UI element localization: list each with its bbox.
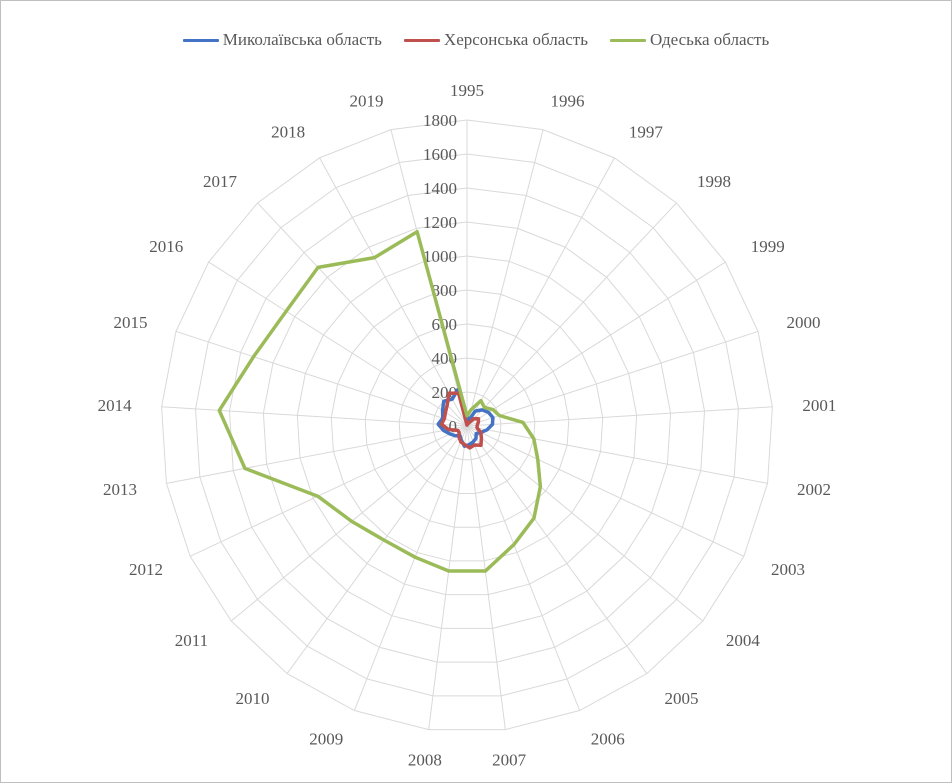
legend-label-mykolaiv: Миколаївська область [222,30,382,49]
legend-swatch-odesa [609,38,646,42]
category-label-2006: 2006 [591,729,625,748]
legend-swatch-kherson [403,38,440,42]
grid-spoke-1996 [466,129,544,427]
category-label-1998: 1998 [697,172,731,191]
chart-legend: Миколаївська область Херсонська область … [0,30,952,50]
category-label-2005: 2005 [664,689,698,708]
grid-spoke-1998 [466,202,677,427]
category-label-1997: 1997 [629,123,664,142]
grid-spoke-2010 [286,425,468,674]
category-label-2007: 2007 [492,750,527,769]
grid-spoke-2006 [466,425,581,711]
grid-ring-1400 [228,187,706,663]
grid-spoke-2014 [161,406,468,427]
grid-spoke-2008 [428,425,468,730]
category-label-2015: 2015 [113,313,147,332]
legend-swatch-mykolaiv [182,38,219,42]
grid-spoke-2002 [466,425,768,484]
radial-tick-label: 600 [432,315,458,334]
legend-label-odesa: Одеська область [649,30,770,49]
category-label-2001: 2001 [802,396,836,415]
grid-spoke-2007 [466,425,506,730]
grid-ring-1200 [262,221,672,629]
grid-ring-1000 [296,255,638,596]
grid-spoke-2018 [319,157,468,427]
grid-ring-200 [432,391,502,461]
grid-spoke-1997 [466,157,615,427]
grid-spoke-2009 [353,425,468,711]
grid-spoke-2005 [466,425,648,674]
radial-tick-label: 1600 [423,145,457,164]
legend-label-kherson: Херсонська область [443,30,588,49]
category-label-2016: 2016 [149,237,183,256]
category-label-2002: 2002 [797,480,831,499]
category-label-2003: 2003 [771,560,805,579]
legend-item-odesa: Одеська область [609,30,770,50]
grid-spoke-2013 [166,425,468,484]
grid-spoke-2017 [257,202,468,427]
legend-item-mykolaiv: Миколаївська область [182,30,382,50]
category-label-2000: 2000 [787,313,821,332]
radial-tick-label: 1800 [423,111,457,130]
grid-ring-1800 [161,119,773,731]
series-line-2 [217,229,543,573]
grid-spoke-1999 [466,261,726,427]
grid-spoke-2003 [466,425,745,557]
grid-ring-800 [330,289,604,562]
series-line-1 [439,391,484,450]
grid-spoke-2015 [175,330,468,427]
grid-ring-600 [364,323,570,528]
legend-item-kherson: Херсонська область [403,30,588,50]
radial-tick-label: 1000 [423,247,457,266]
category-label-2019: 2019 [349,92,383,111]
category-label-1999: 1999 [751,237,785,256]
category-label-2009: 2009 [309,729,343,748]
radial-tick-label: 200 [432,383,458,402]
grid-spoke-2004 [466,425,704,622]
category-label-2018: 2018 [271,123,305,142]
radial-tick-label: 800 [432,281,458,300]
grid-spoke-2000 [466,330,759,427]
category-label-2004: 2004 [726,631,761,650]
grid-spoke-2016 [208,261,468,427]
category-label-2013: 2013 [103,480,137,499]
category-label-2017: 2017 [203,172,238,191]
grid-spoke-2001 [466,406,773,427]
category-label-1995: 1995 [450,81,484,100]
grid-ring-400 [398,357,536,494]
grid-ring-1600 [195,153,739,697]
category-label-1996: 1996 [551,92,585,111]
grid-spoke-2012 [189,425,468,557]
category-label-2011: 2011 [175,631,208,650]
grid-spoke-2011 [230,425,468,622]
category-label-2012: 2012 [129,560,163,579]
category-label-2010: 2010 [236,689,270,708]
radial-tick-label: 0 [449,417,458,436]
category-label-2008: 2008 [408,750,442,769]
radial-tick-label: 1400 [423,179,457,198]
radial-tick-label: 1200 [423,213,457,232]
category-label-2014: 2014 [98,396,133,415]
